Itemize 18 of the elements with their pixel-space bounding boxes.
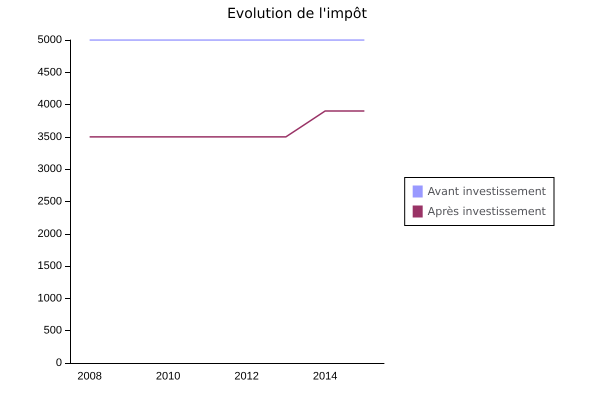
legend-label: Avant investissement [428, 185, 547, 198]
y-tick-label: 5000 [38, 34, 62, 46]
y-tick-label: 4500 [38, 66, 62, 78]
x-tick-label: 2008 [77, 370, 102, 382]
y-tick-label: 1500 [38, 260, 62, 272]
y-tick-label: 2000 [38, 228, 62, 240]
x-tick-label: 2014 [312, 370, 338, 382]
y-tick-label: 1000 [38, 292, 62, 304]
y-tick-label: 2500 [38, 196, 62, 208]
chart-title: Evolution de l'impôt [227, 6, 368, 22]
y-tick-label: 500 [44, 324, 62, 337]
y-tick-label: 3000 [38, 163, 62, 176]
y-tick-label: 4000 [38, 98, 62, 111]
x-tick-label: 2010 [156, 370, 180, 382]
y-tick-label: 0 [56, 357, 62, 369]
x-tick-label: 2012 [234, 370, 259, 382]
legend-label: Après investissement [428, 205, 547, 218]
y-tick-label: 3500 [38, 130, 62, 143]
